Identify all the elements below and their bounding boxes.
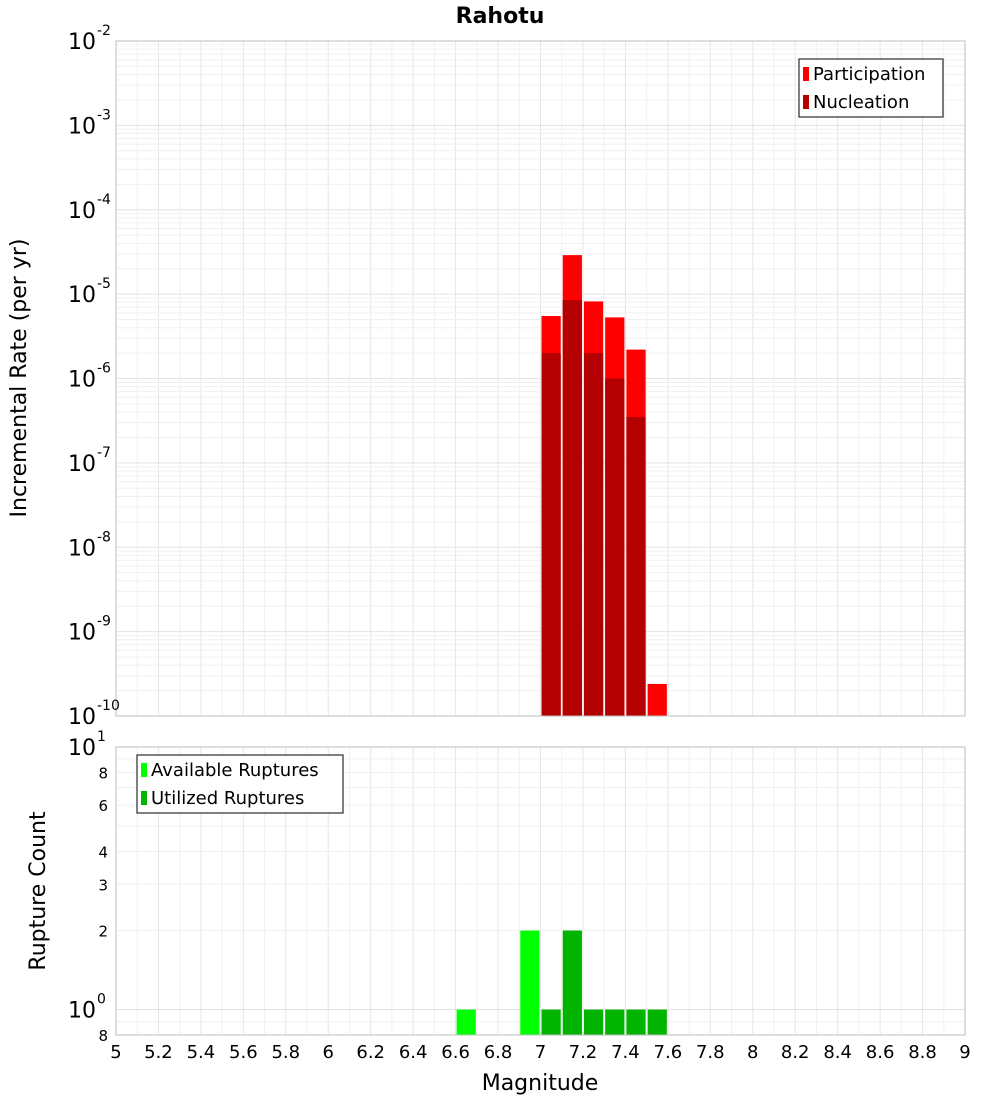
rate-y-axis-label: Incremental Rate (per yr) (7, 239, 32, 518)
bar-utilized-ruptures (605, 1009, 625, 1035)
bar-utilized-ruptures (562, 930, 582, 1035)
y-tick-exponent: -6 (97, 361, 111, 377)
legend-label-nucleation: Nucleation (813, 92, 909, 113)
y-tick-label: 10 (68, 999, 96, 1024)
y-tick-label: 10 (68, 114, 96, 139)
x-tick-label: 5 (110, 1042, 121, 1063)
y-tick-label: 10 (68, 536, 96, 561)
x-tick-label: 8.8 (908, 1042, 937, 1063)
legend-label-utilized: Utilized Ruptures (151, 788, 304, 809)
bar-utilized-ruptures (583, 1009, 604, 1035)
y-tick-label: 3 (98, 876, 108, 894)
bar-nucleation (541, 353, 561, 716)
x-tick-label: 7 (535, 1042, 546, 1063)
x-tick-label: 7.4 (611, 1042, 640, 1063)
rate-legend-box (798, 58, 944, 118)
legend-swatch-participation (803, 67, 809, 81)
y-tick-label: 10 (68, 199, 96, 224)
bar-available-ruptures (520, 930, 540, 1035)
x-tick-label: 8.6 (866, 1042, 895, 1063)
rate-bars (541, 255, 667, 716)
x-tick-label: 5.8 (271, 1042, 300, 1063)
rate-legend: Participation Nucleation (798, 58, 944, 118)
y-tick-exponent: 0 (97, 992, 106, 1008)
bar-available-ruptures (456, 1009, 476, 1035)
bar-utilized-ruptures (541, 1009, 561, 1035)
x-tick-label: 8 (747, 1042, 758, 1063)
y-tick-label: 6 (98, 797, 108, 815)
x-ticks: 5 5.2 5.4 5.6 5.8 6 6.2 6.4 6.6 6.8 7 7.2 7.4 7.6 7.8 8… (110, 1042, 970, 1063)
count-bars (456, 930, 667, 1035)
bar-nucleation (583, 353, 604, 716)
x-tick-label: 9 (959, 1042, 970, 1063)
x-tick-label: 7.6 (654, 1042, 683, 1063)
y-tick-label: 10 (68, 452, 96, 477)
x-tick-label: 8.2 (781, 1042, 810, 1063)
y-tick-label: 8 (98, 764, 108, 782)
x-tick-label: 6.2 (356, 1042, 385, 1063)
x-tick-label: 5.6 (229, 1042, 258, 1063)
rate-grid (115, 40, 966, 717)
y-tick-exponent: -9 (97, 614, 111, 630)
y-tick-label: 10 (68, 736, 96, 761)
count-plot-border (115, 746, 966, 1036)
y-tick-exponent: -5 (97, 276, 111, 292)
x-axis-label: Magnitude (482, 1071, 599, 1096)
x-tick-label: 6.6 (441, 1042, 470, 1063)
bar-participation (647, 683, 667, 716)
y-tick-label: 10 (68, 283, 96, 308)
y-tick-exponent: -10 (97, 698, 120, 714)
count-legend-box (136, 754, 344, 814)
y-tick-exponent: -7 (97, 445, 111, 461)
x-tick-label: 6.8 (484, 1042, 513, 1063)
y-tick-exponent: -8 (97, 529, 111, 545)
y-tick-exponent: -4 (97, 192, 111, 208)
y-tick-label: 10 (68, 705, 96, 730)
x-tick-label: 7.2 (569, 1042, 598, 1063)
x-tick-label: 6.4 (399, 1042, 428, 1063)
bar-nucleation (605, 378, 625, 716)
bar-nucleation (626, 416, 646, 716)
bar-utilized-ruptures (626, 1009, 646, 1035)
x-tick-label: 5.4 (187, 1042, 216, 1063)
x-tick-label: 7.8 (696, 1042, 725, 1063)
y-tick-label: 10 (68, 621, 96, 646)
x-tick-label: 6 (323, 1042, 334, 1063)
y-tick-label: 10 (68, 368, 96, 393)
count-legend: Available Ruptures Utilized Ruptures (136, 754, 344, 814)
rate-panel: 10-210-310-410-510-610-710-810-910-10 In… (7, 23, 966, 730)
y-tick-label: 8 (98, 1027, 108, 1045)
chart-title: Rahotu (456, 4, 545, 29)
y-tick-label: 4 (98, 843, 108, 861)
y-tick-exponent: -3 (97, 107, 111, 123)
legend-label-participation: Participation (813, 64, 925, 85)
legend-swatch-available (141, 763, 147, 777)
y-tick-label: 10 (68, 30, 96, 55)
legend-label-available: Available Ruptures (151, 760, 319, 781)
x-tick-label: 8.4 (823, 1042, 852, 1063)
legend-swatch-nucleation (803, 95, 809, 109)
count-grid (115, 746, 966, 1036)
rate-plot-border (115, 40, 966, 717)
rate-y-ticks: 10-210-310-410-510-610-710-810-910-10 (68, 23, 120, 730)
bar-nucleation (562, 300, 582, 716)
count-y-axis-label: Rupture Count (26, 811, 51, 971)
y-tick-exponent: 1 (97, 729, 106, 745)
bar-utilized-ruptures (647, 1009, 667, 1035)
y-tick-label: 2 (98, 923, 108, 941)
x-tick-label: 5.2 (144, 1042, 173, 1063)
y-tick-exponent: -2 (97, 23, 111, 39)
legend-swatch-utilized (141, 791, 147, 805)
